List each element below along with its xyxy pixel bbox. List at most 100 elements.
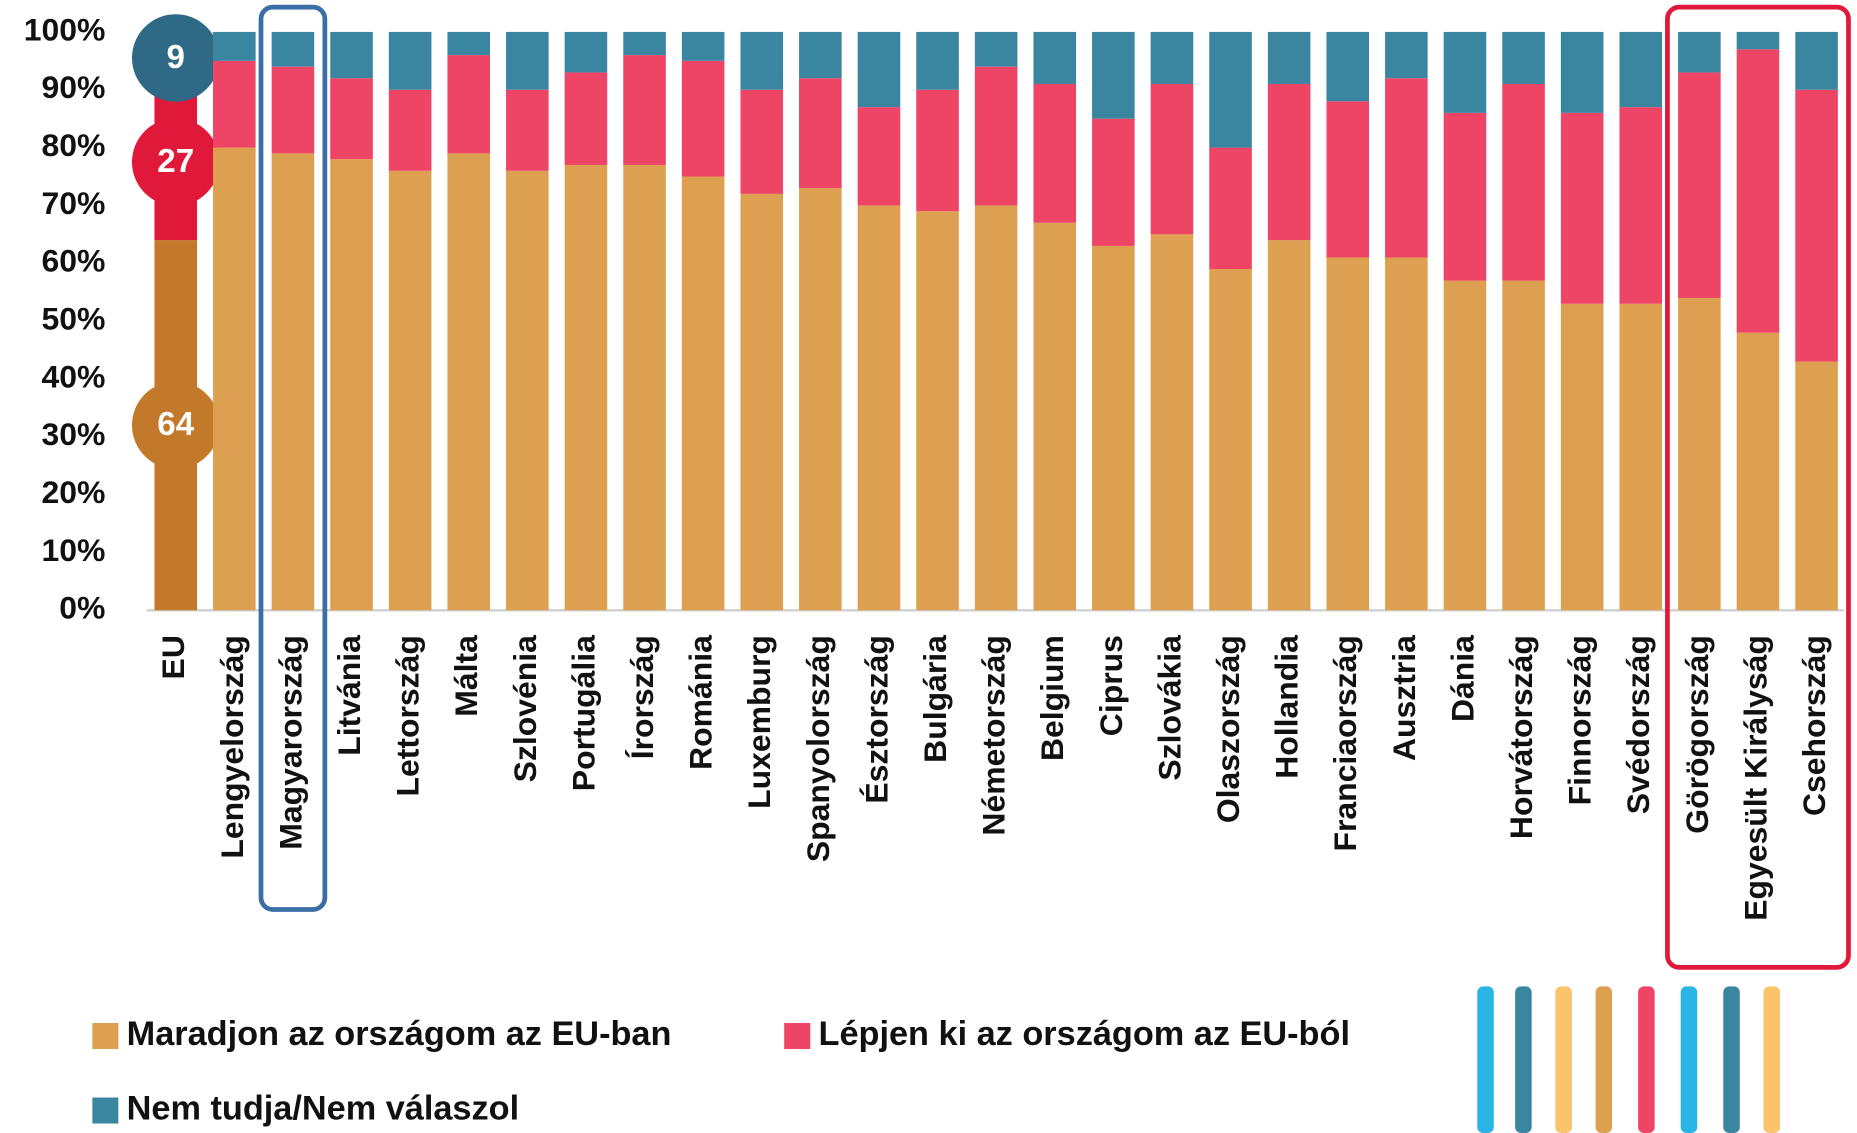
bar-segment [1678, 72, 1721, 298]
bar-segment [857, 107, 901, 206]
x-tick-label: Ciprus [1093, 635, 1129, 736]
bar-segment [1092, 118, 1135, 246]
bar-segment [388, 31, 432, 90]
bar-segment [388, 170, 432, 611]
bar-segment [916, 31, 959, 90]
bar-segment [1678, 297, 1721, 611]
x-tick-label: Belgium [1034, 635, 1070, 761]
bar-segment [740, 89, 784, 194]
deco-bar [1477, 986, 1494, 1133]
bar-segment [681, 176, 725, 611]
deco-bar [1680, 986, 1698, 1133]
bar-segment [974, 205, 1018, 611]
bar-segment [1736, 31, 1780, 50]
legend-swatch [784, 1023, 811, 1050]
bar-segment [271, 66, 315, 154]
bar-segment [1678, 31, 1721, 73]
bar-segment [1092, 31, 1135, 119]
bar-segment [388, 89, 432, 171]
x-tick-label: Horvátország [1503, 635, 1539, 839]
bar-segment [506, 170, 549, 611]
bar-segment [1033, 222, 1077, 611]
value-label: 27 [157, 143, 194, 180]
bar-segment [506, 31, 549, 90]
deco-bar [1515, 986, 1532, 1133]
value-badge [131, 118, 220, 206]
x-tick-label: Írország [624, 635, 660, 759]
bar-segment [1385, 257, 1428, 611]
bar-segment [1736, 332, 1780, 611]
x-tick-label: Litvánia [331, 635, 367, 756]
bar-segment [271, 31, 315, 67]
x-tick-label: Bulgária [917, 635, 953, 763]
x-tick-label: Lettország [390, 635, 426, 796]
y-tick-label: 20% [41, 474, 105, 510]
bar-segment [564, 164, 608, 611]
bar-segment [974, 31, 1018, 67]
legend-label: Maradjon az országom az EU-ban [127, 1015, 672, 1053]
deco-bar [1555, 986, 1572, 1133]
bar-segment [857, 205, 901, 611]
bar-segment [857, 31, 901, 108]
bar-segment [1619, 31, 1663, 108]
bar-segment [740, 31, 784, 90]
y-tick-label: 50% [41, 301, 105, 337]
legend-swatch [92, 1097, 119, 1124]
bar-segment [916, 211, 959, 611]
bar-segment [447, 55, 491, 154]
bar-segment [623, 164, 666, 611]
x-tick-label: Franciaország [1327, 635, 1363, 851]
bar-segment [506, 89, 549, 171]
x-tick-label: Magyarország [272, 635, 308, 850]
x-tick-label: Egyesült Királyság [1737, 635, 1773, 921]
x-tick-label: Luxemburg [741, 635, 777, 809]
decoration [1477, 986, 1781, 1133]
bar-segment [1150, 234, 1194, 611]
bar-segment [1326, 31, 1370, 102]
bar-segment [1443, 280, 1487, 611]
bar-segment [1795, 89, 1838, 362]
x-tick-label: Portugália [565, 635, 601, 791]
bar-segment [1560, 31, 1604, 113]
bar-segment [623, 55, 666, 165]
bar-segment [1795, 31, 1838, 90]
bar-segment [564, 72, 608, 165]
bar-segment [799, 78, 842, 189]
bar-segment [1619, 107, 1663, 304]
bar-segment [213, 31, 256, 61]
bar-segment [1150, 31, 1194, 84]
y-tick-label: 40% [41, 358, 105, 394]
bar-segment [330, 31, 373, 79]
bar-segment [1267, 240, 1311, 611]
deco-bar [1723, 986, 1740, 1133]
deco-bar [1595, 986, 1613, 1133]
y-tick-label: 80% [41, 127, 105, 163]
y-tick-label: 0% [59, 590, 105, 626]
value-badge [131, 14, 220, 102]
bar-segment [740, 193, 784, 611]
x-tick-label: Németország [976, 635, 1012, 835]
bar-segment [564, 31, 608, 73]
x-tick-label: Spanyolország [800, 635, 836, 862]
bar-segment [213, 60, 256, 148]
value-label: 64 [157, 406, 194, 443]
y-tick-label: 70% [41, 185, 105, 221]
bar-segment [1092, 245, 1135, 611]
bar-segment [330, 159, 373, 611]
bar-segment [1443, 31, 1487, 113]
x-tick-label: Olaszország [1210, 635, 1246, 823]
bar-segment [447, 31, 491, 56]
legend-label: Lépjen ki az országom az EU-ból [819, 1015, 1350, 1053]
highlight-frame [1665, 4, 1851, 970]
bar-segment [681, 60, 725, 177]
bar-segment [1209, 269, 1252, 611]
y-tick-label: 90% [41, 69, 105, 105]
x-tick-label: Hollandia [1269, 635, 1305, 779]
bar-segment [1326, 257, 1370, 611]
bar-segment [1619, 303, 1663, 611]
bar-segment [799, 31, 842, 79]
deco-bar [1638, 986, 1655, 1133]
legend-label: Nem tudja/Nem válaszol [127, 1090, 519, 1128]
value-badge [131, 381, 220, 469]
